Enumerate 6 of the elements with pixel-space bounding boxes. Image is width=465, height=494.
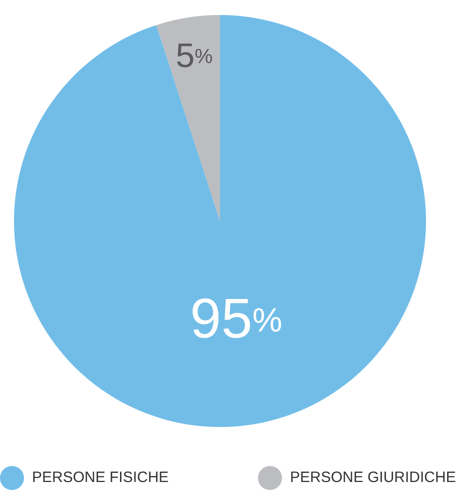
legend-label: PERSONE FISICHE: [32, 468, 169, 486]
pie-slice: [156, 15, 220, 221]
data-label: 95%: [190, 286, 282, 350]
legend-label: PERSONE GIURIDICHE: [290, 468, 456, 486]
pie-slice: [14, 15, 426, 427]
data-label: 5%: [176, 37, 213, 76]
